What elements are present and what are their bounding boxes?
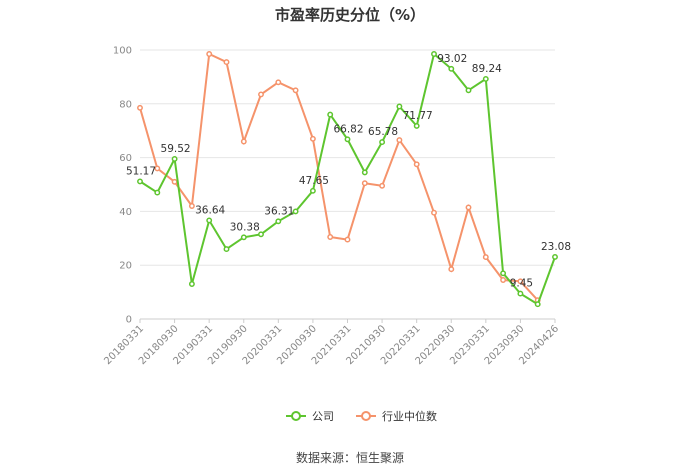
data-label: 36.31 [264, 205, 294, 217]
y-tick-label: 100 [113, 46, 132, 57]
data-point [240, 138, 247, 145]
data-label: 93.02 [437, 53, 467, 65]
data-label: 47.65 [299, 175, 329, 187]
data-label: 30.38 [230, 221, 260, 233]
data-point [171, 155, 178, 162]
y-tick-label: 80 [119, 99, 132, 110]
data-point [154, 165, 161, 172]
data-point [448, 65, 455, 72]
y-tick-label: 0 [126, 315, 132, 326]
data-point [258, 231, 264, 238]
legend-label: 公司 [312, 410, 334, 423]
data-point [379, 139, 386, 146]
data-label: 59.52 [161, 143, 191, 155]
legend-swatch-marker [291, 411, 301, 421]
data-point [552, 253, 558, 260]
data-label: 89.24 [472, 63, 502, 75]
y-tick-label: 20 [119, 261, 132, 272]
data-point [223, 59, 230, 66]
data-point [171, 178, 178, 185]
data-point [534, 301, 541, 308]
y-tick-label: 60 [119, 153, 132, 164]
data-point [413, 122, 420, 129]
data-label: 9.45 [510, 278, 533, 290]
data-point [188, 281, 195, 287]
data-point [361, 180, 368, 187]
data-point [379, 182, 386, 189]
data-point [292, 87, 299, 94]
data-point [517, 290, 524, 297]
data-point [275, 79, 282, 86]
legend-label: 行业中位数 [382, 409, 437, 423]
data-point [275, 218, 282, 225]
data-point [482, 254, 489, 261]
data-label: 51.17 [126, 165, 156, 177]
data-point [188, 203, 195, 209]
y-tick-label: 40 [119, 207, 132, 218]
data-point [500, 277, 507, 283]
data-label: 23.08 [541, 241, 571, 253]
series-line [139, 52, 539, 301]
data-point [500, 270, 507, 277]
data-point [431, 51, 437, 57]
data-point [240, 234, 247, 241]
legend-swatch-marker [361, 411, 371, 421]
data-point [154, 189, 161, 196]
data-point [396, 103, 403, 110]
data-point [327, 234, 334, 240]
data-source: 数据来源：恒生聚源 [295, 451, 404, 465]
data-point [206, 217, 213, 224]
data-point [344, 236, 351, 243]
data-point [223, 246, 230, 253]
data-point [396, 137, 403, 144]
data-point [413, 161, 420, 168]
data-point [258, 91, 264, 98]
data-point [465, 204, 472, 211]
data-point [361, 169, 368, 176]
data-point [137, 178, 143, 185]
data-label: 66.82 [333, 123, 363, 135]
data-point [448, 266, 455, 273]
chart-title: 市盈率历史分位（%） [274, 6, 426, 24]
data-label: 36.64 [195, 204, 225, 216]
data-point [344, 136, 351, 143]
data-point [517, 278, 524, 285]
data-label: 65.78 [368, 126, 398, 138]
data-point [309, 187, 316, 194]
data-point [309, 135, 316, 142]
data-point [431, 209, 437, 216]
data-point [206, 51, 213, 57]
data-point [465, 87, 472, 94]
data-point [137, 104, 143, 111]
data-point [327, 111, 334, 118]
data-label: 71.77 [403, 110, 433, 122]
data-point [482, 75, 489, 82]
data-point [292, 208, 299, 215]
